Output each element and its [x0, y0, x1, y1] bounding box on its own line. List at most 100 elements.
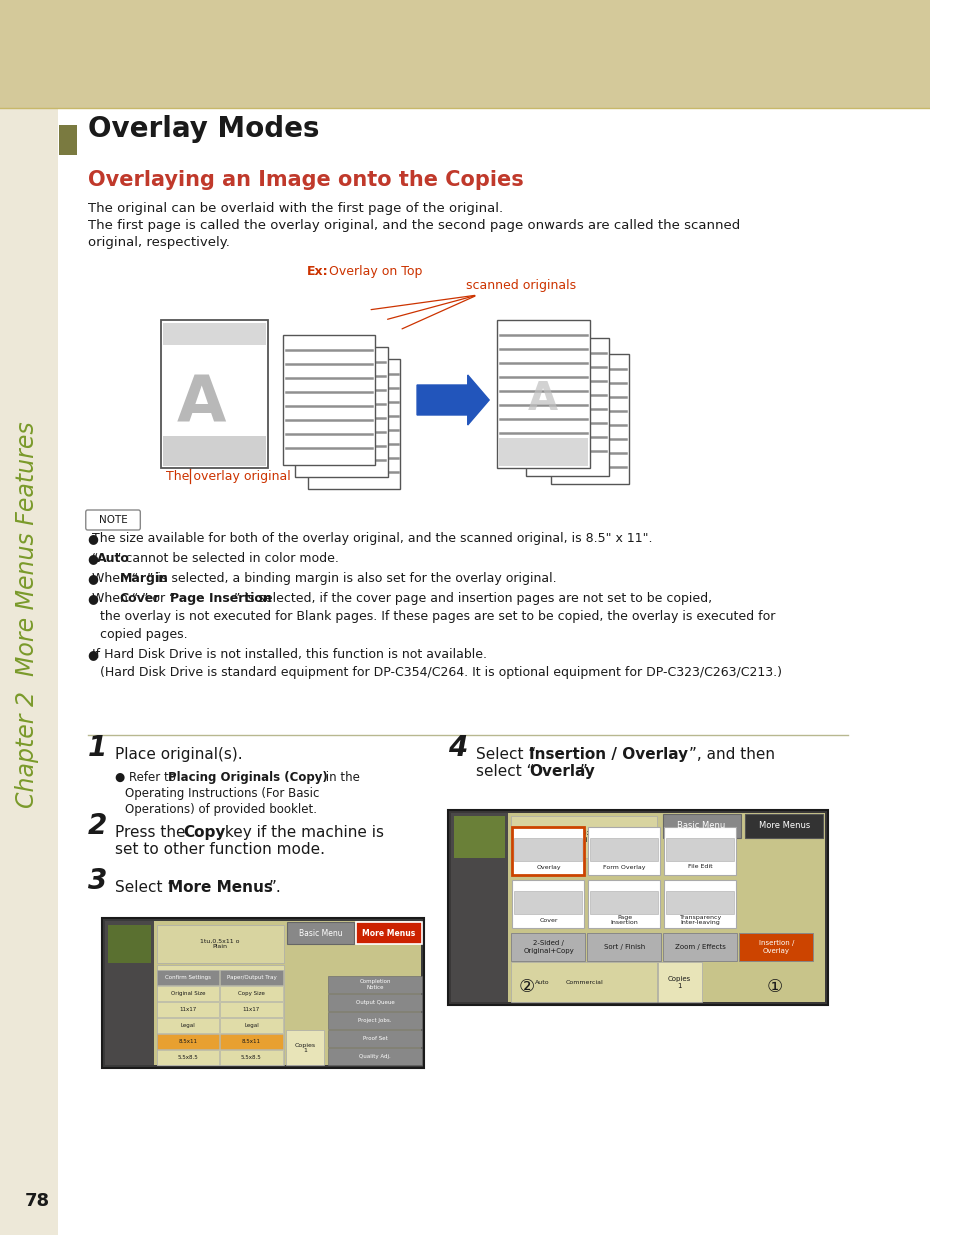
Bar	[220, 969, 282, 986]
Text: 1tu,0.5x11 o
Plain: 1tu,0.5x11 o Plain	[200, 939, 240, 950]
Text: ”, and then: ”, and then	[688, 747, 774, 762]
Bar	[586, 932, 660, 961]
Bar	[294, 347, 388, 477]
Text: Page Insertion: Page Insertion	[170, 592, 272, 605]
Text: A: A	[177, 373, 226, 435]
Bar	[220, 1018, 282, 1032]
Text: in the: in the	[321, 771, 359, 784]
Text: Original Size: Original Size	[171, 990, 205, 995]
Text: Select “: Select “	[115, 881, 175, 895]
Text: Confirm Settings: Confirm Settings	[165, 974, 211, 981]
FancyArrow shape	[416, 375, 489, 425]
Bar	[497, 320, 589, 468]
Text: The size available for both of the overlay original, and the scanned original, i: The size available for both of the overl…	[92, 532, 652, 545]
Text: ” cannot be selected in color mode.: ” cannot be selected in color mode.	[115, 552, 338, 564]
Text: ●: ●	[88, 572, 98, 585]
Text: When “: When “	[92, 572, 138, 585]
Text: ” is selected, a binding margin is also set for the overlay original.: ” is selected, a binding margin is also …	[147, 572, 556, 585]
Text: 2: 2	[88, 811, 107, 840]
Bar	[663, 827, 735, 876]
Bar	[738, 932, 812, 961]
Text: Press the: Press the	[115, 825, 191, 840]
Text: set to other function mode.: set to other function mode.	[115, 842, 325, 857]
Text: More Menus: More Menus	[362, 929, 415, 937]
Bar	[663, 881, 735, 927]
Bar	[665, 890, 733, 914]
Text: Operating Instructions (For Basic: Operating Instructions (For Basic	[125, 787, 318, 800]
Text: Page
Insertion: Page Insertion	[610, 915, 638, 925]
Bar	[662, 814, 740, 839]
Text: Cover: Cover	[119, 592, 160, 605]
Text: Overlay Modes: Overlay Modes	[88, 115, 319, 143]
Bar	[156, 969, 219, 986]
Bar	[0, 0, 928, 107]
Bar	[328, 976, 421, 993]
Bar	[451, 813, 824, 1002]
Text: The original can be overlaid with the first page of the original.: The original can be overlaid with the fi…	[88, 203, 502, 215]
Text: Copies
1: Copies 1	[667, 976, 690, 988]
Text: ● Refer to: ● Refer to	[115, 771, 179, 784]
Bar	[163, 324, 266, 345]
Text: The first page is called the overlay original, and the second page onwards are c: The first page is called the overlay ori…	[88, 219, 740, 232]
Bar	[510, 816, 656, 858]
Text: ●: ●	[88, 532, 98, 545]
FancyBboxPatch shape	[86, 510, 140, 530]
Text: 2-Sided /
Original+Copy: 2-Sided / Original+Copy	[522, 941, 574, 953]
Text: Transparency
Inter-leaving: Transparency Inter-leaving	[679, 915, 721, 925]
Text: Operations) of provided booklet.: Operations) of provided booklet.	[125, 803, 316, 816]
Text: 5.5x8.5: 5.5x8.5	[241, 1055, 261, 1060]
Text: 1up,0.5x11 o
Plain: 1up,0.5x11 o Plain	[560, 830, 606, 844]
Text: ●: ●	[88, 592, 98, 605]
Bar	[451, 813, 507, 1002]
Bar	[662, 932, 736, 961]
Text: copied pages.: copied pages.	[88, 629, 187, 641]
Text: Auto: Auto	[96, 552, 130, 564]
Text: Place original(s).: Place original(s).	[115, 747, 242, 762]
Bar	[328, 1030, 421, 1047]
Text: A: A	[574, 405, 604, 443]
Bar	[163, 436, 266, 466]
Bar	[589, 890, 657, 914]
Text: Select “: Select “	[475, 747, 536, 762]
Text: ①: ①	[766, 978, 781, 995]
Text: Zoom / Effects: Zoom / Effects	[675, 944, 725, 950]
Text: ●: ●	[88, 648, 98, 661]
Text: A: A	[527, 380, 558, 417]
Text: original, respectively.: original, respectively.	[88, 236, 230, 249]
Bar	[513, 839, 581, 861]
Bar	[328, 994, 421, 1011]
Bar	[156, 1050, 219, 1065]
Text: the overlay is not executed for Blank pages. If these pages are set to be copied: the overlay is not executed for Blank pa…	[88, 610, 774, 622]
Bar	[0, 107, 58, 1235]
Bar	[156, 1034, 219, 1049]
Bar	[587, 881, 659, 927]
Text: Copies
1: Copies 1	[294, 1042, 315, 1053]
Bar	[511, 827, 583, 876]
Bar	[102, 918, 423, 1068]
Text: 4: 4	[448, 734, 467, 762]
Bar	[156, 986, 219, 1002]
Bar	[220, 1002, 282, 1016]
Text: Cover: Cover	[538, 918, 558, 923]
Text: A: A	[552, 393, 581, 431]
Text: The overlay original: The overlay original	[166, 471, 290, 483]
Text: Insertion / Overlay: Insertion / Overlay	[529, 747, 687, 762]
Bar	[105, 921, 420, 1065]
Text: Overlaying an Image onto the Copies: Overlaying an Image onto the Copies	[88, 170, 523, 190]
Text: Project Jobs.: Project Jobs.	[358, 1018, 392, 1023]
Text: Output Queue: Output Queue	[355, 1000, 395, 1005]
Bar	[589, 839, 657, 861]
Bar	[220, 1050, 282, 1065]
Text: Ex:: Ex:	[307, 266, 328, 278]
Text: ” is selected, if the cover page and insertion pages are not set to be copied,: ” is selected, if the cover page and ins…	[233, 592, 711, 605]
Bar	[513, 890, 581, 914]
Bar	[59, 125, 77, 156]
Bar	[156, 965, 283, 1065]
Text: Form Overlay: Form Overlay	[602, 864, 645, 869]
Text: Quality Adj.: Quality Adj.	[359, 1053, 391, 1058]
Text: Basic Menu: Basic Menu	[298, 929, 342, 937]
Bar	[156, 1018, 219, 1032]
Text: 5.5x8.5: 5.5x8.5	[177, 1055, 198, 1060]
Text: Completion
Notice: Completion Notice	[359, 979, 391, 990]
Text: When “: When “	[92, 592, 138, 605]
